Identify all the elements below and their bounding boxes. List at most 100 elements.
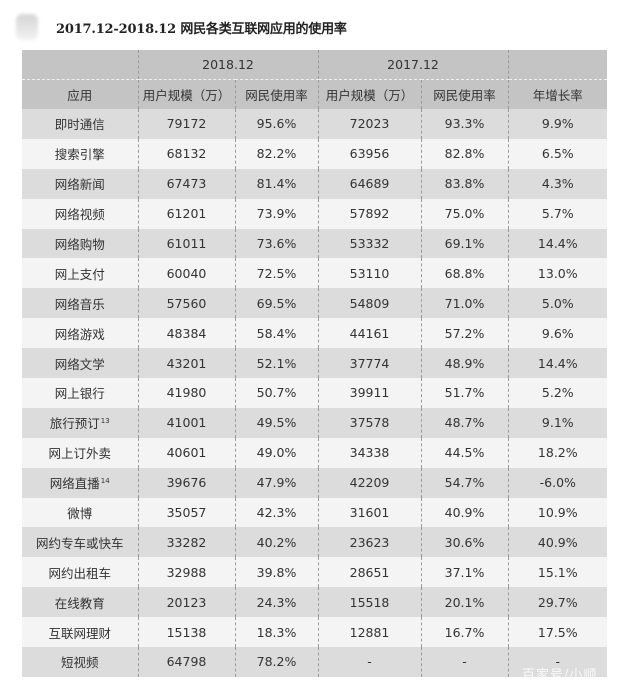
users-2018-cell-text: 60040 [166, 265, 207, 281]
table-row: 互联网理财 15138 18.3% 12881 16.7% 17.5% [22, 617, 608, 648]
footnote-marker: 13 [100, 417, 110, 426]
growth-cell: 9.9% [507, 109, 608, 139]
users-2017-cell-text: 57892 [349, 206, 390, 222]
users-2018-cell-text: 32988 [166, 564, 207, 580]
users-2017-cell: - [317, 647, 422, 677]
growth-cell: 29.7% [507, 587, 608, 618]
header-growth: 年增长率 [507, 79, 608, 109]
rate-2018-cell-text: 58.4% [256, 325, 297, 341]
growth-cell: 5.7% [507, 198, 608, 229]
growth-cell: 15.1% [507, 557, 608, 588]
users-2017-cell: 37578 [317, 407, 422, 438]
growth-cell: 5.2% [507, 378, 608, 408]
rate-2017-cell: 48.7% [420, 407, 509, 438]
footnote-marker: 14 [100, 477, 110, 486]
app-cell-text: 网络游戏 [54, 326, 105, 342]
table-row: 网上支付 60040 72.5% 53110 68.8% 13.0% [22, 258, 608, 289]
rate-2017-cell-text: 57.2% [444, 325, 485, 341]
users-2018-cell: 41980 [137, 378, 235, 408]
growth-cell: 14.4% [507, 348, 608, 379]
users-2018-cell-text: 67473 [166, 176, 207, 192]
users-2018-cell: 64798 [137, 647, 235, 677]
users-2017-cell-text: 31601 [349, 505, 390, 521]
rate-2018-cell: 24.3% [234, 587, 319, 618]
app-cell: 搜索引擎 [22, 138, 138, 169]
table-row: 即时通信 79172 95.6% 72023 93.3% 9.9% [22, 109, 608, 139]
app-cell-text: 网络购物 [54, 237, 105, 252]
app-cell: 网络文学 [22, 348, 138, 379]
rate-2018-cell-text: 69.5% [256, 295, 297, 311]
users-2018-cell: 57560 [137, 288, 235, 319]
group-header-2018: 2018.12 [137, 50, 319, 80]
header-app: 应用 [22, 79, 138, 109]
rate-2018-cell-text: 49.5% [256, 415, 297, 431]
rate-2018-cell: 82.2% [234, 138, 319, 169]
growth-cell-text: 13.0% [537, 265, 578, 281]
growth-cell-text: - [555, 654, 561, 670]
app-cell-text: 网络视频 [54, 207, 105, 223]
users-2017-cell-text: 72023 [349, 116, 390, 132]
table-row: 网络购物 61011 73.6% 53332 69.1% 14.4% [22, 228, 608, 259]
users-2017-cell: 12881 [317, 617, 422, 648]
app-cell: 即时通信 [22, 109, 138, 139]
app-cell: 网络购物 [22, 228, 138, 259]
rate-2018-cell: 47.9% [234, 467, 319, 498]
growth-cell-text: 14.4% [537, 355, 578, 371]
growth-cell-text: 17.5% [537, 624, 578, 640]
users-2017-cell: 42209 [317, 467, 422, 498]
rate-2017-cell: 71.0% [420, 288, 509, 319]
rate-2017-cell-text: 82.8% [444, 146, 485, 162]
rate-2018-cell-text: 18.3% [256, 624, 297, 640]
users-2017-cell: 63956 [317, 138, 422, 169]
growth-cell-text: -6.0% [539, 475, 576, 491]
users-2017-cell: 31601 [317, 497, 422, 528]
rate-2018-cell: 49.0% [234, 437, 319, 468]
rate-2017-cell: 93.3% [420, 109, 509, 139]
users-2018-cell: 15138 [137, 617, 235, 648]
growth-cell: 4.3% [507, 168, 608, 199]
growth-cell-text: 4.3% [541, 176, 574, 192]
users-2017-cell-text: 28651 [349, 564, 390, 580]
rate-2017-cell-text: 68.8% [444, 265, 485, 281]
users-2017-cell: 72023 [317, 109, 422, 139]
app-cell-text: 网络文学 [54, 356, 105, 372]
users-2018-cell-text: 48384 [166, 325, 207, 341]
rate-2017-cell: 30.6% [420, 527, 509, 558]
rate-2018-cell: 58.4% [234, 318, 319, 349]
users-2017-cell: 15518 [317, 587, 422, 618]
rate-2017-cell: 57.2% [420, 318, 509, 349]
rate-2017-cell: 40.9% [420, 497, 509, 528]
rate-2018-cell: 42.3% [234, 497, 319, 528]
table-row: 在线教育 20123 24.3% 15518 20.1% 29.7% [22, 587, 608, 618]
users-2018-cell-text: 61011 [166, 236, 207, 251]
rate-2017-cell-text: 71.0% [444, 295, 485, 311]
table-body: 即时通信 79172 95.6% 72023 93.3% 9.9% 搜索引擎 68132 82.… [22, 109, 608, 677]
rate-2018-cell: 40.2% [234, 527, 319, 558]
users-2018-cell: 40601 [137, 437, 235, 468]
users-2017-cell-text: 53332 [349, 236, 390, 251]
rate-2017-cell: 51.7% [420, 378, 509, 408]
users-2017-cell-text: 12881 [349, 624, 390, 640]
rate-2018-cell-text: 52.1% [256, 355, 297, 371]
rate-2018-cell: 95.6% [234, 109, 319, 139]
app-cell: 微博 [22, 497, 138, 528]
rate-2018-cell-text: 24.3% [256, 594, 297, 610]
rate-2017-cell: 82.8% [420, 138, 509, 169]
users-2018-cell: 60040 [137, 258, 235, 289]
users-2018-cell: 67473 [137, 168, 235, 199]
rate-2017-cell: 54.7% [420, 467, 509, 498]
growth-cell: 18.2% [507, 437, 608, 468]
app-cell-text: 网约出租车 [48, 565, 111, 581]
table-row: 网络新闻 67473 81.4% 64689 83.8% 4.3% [22, 168, 608, 199]
app-cell: 网上银行 [22, 378, 138, 408]
group-header-empty [22, 50, 138, 80]
column-header-row: 应用 用户规模（万） 网民使用率 用户规模（万） 网民使用率 年增长率 [22, 79, 608, 109]
growth-cell: 10.9% [507, 497, 608, 528]
users-2017-cell-text: 15518 [349, 594, 390, 610]
users-2017-cell-text: 54809 [349, 295, 390, 311]
table-row: 网络游戏 48384 58.4% 44161 57.2% 9.6% [22, 318, 608, 349]
app-cell: 互联网理财 [22, 617, 138, 648]
watermark: 百家号/小顺 [522, 668, 598, 683]
users-2018-cell: 48384 [137, 318, 235, 349]
users-2018-cell-text: 15138 [166, 624, 207, 640]
